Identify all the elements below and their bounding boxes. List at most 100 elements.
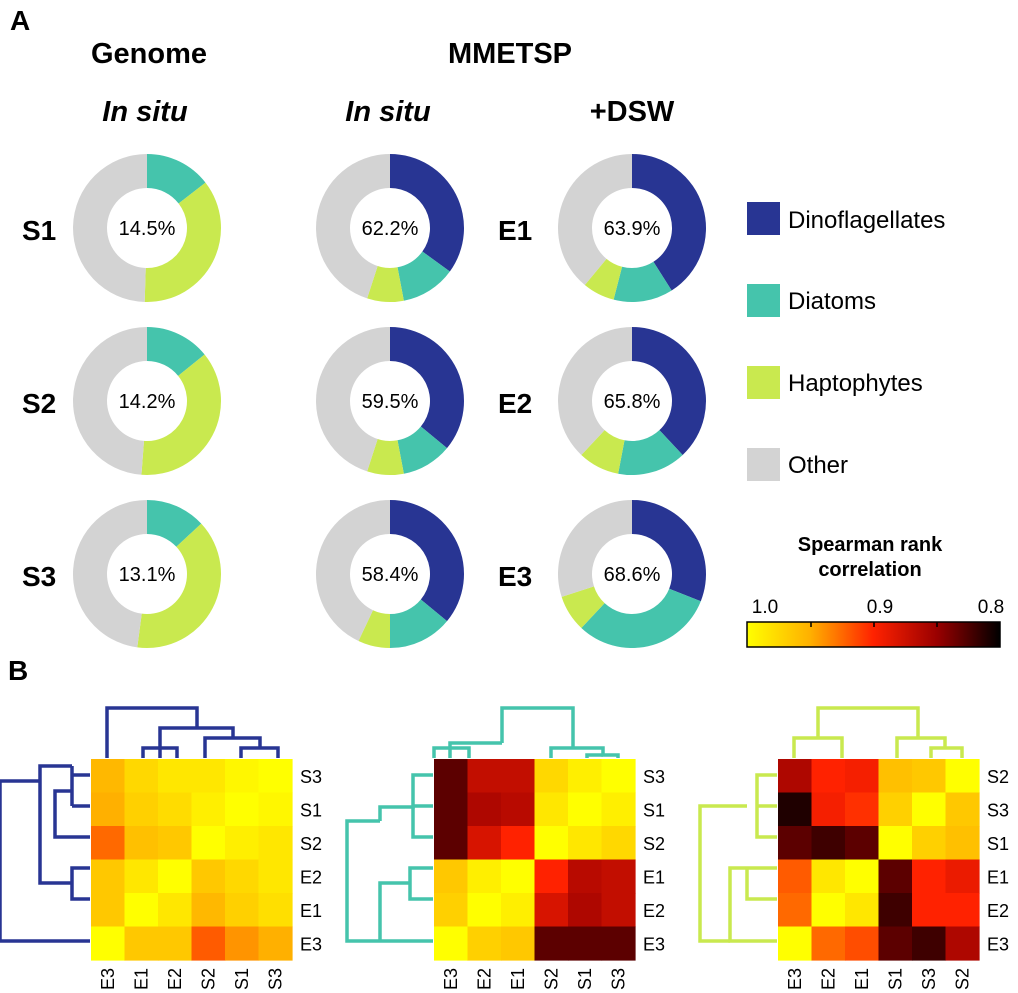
heatmap-cell <box>534 893 569 928</box>
donut-percent-label: 14.5% <box>119 218 176 240</box>
heatmap-cell <box>912 759 947 794</box>
donut-slice-diatoms <box>613 261 672 302</box>
heatmap-cell <box>878 759 913 794</box>
heatmap-cell <box>91 859 126 894</box>
heatmap-cell <box>501 926 536 961</box>
donut-percent-label: 68.6% <box>604 564 661 586</box>
panel-label-b: B <box>8 655 28 686</box>
heatmap-cell <box>91 926 126 961</box>
heatmap-cell <box>191 792 226 827</box>
heatmap-cell <box>912 926 947 961</box>
heatmap-cell <box>258 826 293 861</box>
heatmap-cell <box>912 792 947 827</box>
heatmap-cell <box>191 759 226 794</box>
donut-slice-haptophytes <box>137 523 221 648</box>
heatmap-cell <box>158 926 193 961</box>
heatmap-cell <box>945 826 980 861</box>
heatmap-col-label: S1 <box>232 968 252 990</box>
heatmap-cell <box>91 893 126 928</box>
heatmap-cell <box>601 792 636 827</box>
heatmap-cell <box>124 859 159 894</box>
donut-percent-label: 14.2% <box>119 391 176 413</box>
legend-swatch-dinoflagellates <box>747 202 780 235</box>
heatmap-cell <box>501 893 536 928</box>
heatmap-cell <box>225 926 260 961</box>
heatmap-cell <box>225 826 260 861</box>
heatmap-cell <box>534 859 569 894</box>
heatmap-col-label: S2 <box>541 968 561 990</box>
donut-slice-haptophytes <box>141 354 221 475</box>
heatmap-cell <box>225 792 260 827</box>
heatmap-cell <box>158 826 193 861</box>
row-label-e2: E2 <box>498 388 532 419</box>
heatmap-cell <box>191 926 226 961</box>
header-col1: In situ <box>102 96 188 128</box>
donut-slice-other <box>316 500 390 641</box>
donut-charts: 14.5% 14.2% 13.1% 62.2% 59.5% 58.4% 63.9% 65.8%… <box>72 154 707 648</box>
heatmap-cell <box>501 859 536 894</box>
donut-slice-dinoflagellates <box>632 154 707 291</box>
donut-percent-label: 13.1% <box>119 564 176 586</box>
heatmap-cell <box>601 926 636 961</box>
heatmap-cell <box>191 893 226 928</box>
heatmap-row-label: E2 <box>987 901 1009 921</box>
donut-slice-diatoms <box>618 430 683 476</box>
heatmap-row-label: E1 <box>300 901 322 921</box>
heatmap-cell <box>534 759 569 794</box>
heatmap-row-label: E3 <box>643 934 665 954</box>
heatmap-cell <box>434 792 469 827</box>
donut-slice-other <box>73 154 147 302</box>
heatmap-cell <box>258 893 293 928</box>
heatmap-col-label: E1 <box>852 968 872 990</box>
heatmap-cell <box>501 792 536 827</box>
heatmap-cell <box>601 893 636 928</box>
heatmap-cell <box>191 826 226 861</box>
heatmap-cell <box>945 926 980 961</box>
heatmap-row-label: S2 <box>643 834 665 854</box>
heatmap-cell <box>568 792 603 827</box>
heatmap-cell <box>534 826 569 861</box>
heatmap-col-label: E1 <box>508 968 528 990</box>
donut-slice-haptophytes <box>581 430 625 474</box>
colorbar-title-line1: Spearman rank <box>798 534 943 556</box>
heatmap-cell <box>225 759 260 794</box>
legend-swatch-other <box>747 448 780 481</box>
header-col2: In situ <box>345 96 431 128</box>
heatmap-cell <box>534 926 569 961</box>
heatmap-cell <box>878 926 913 961</box>
heatmap-cell <box>501 759 536 794</box>
heatmap-cell <box>845 826 880 861</box>
heatmap-cell <box>258 859 293 894</box>
dendrogram-2 <box>345 706 620 943</box>
heatmap-cell <box>568 859 603 894</box>
donut-slice-haptophytes <box>144 182 221 302</box>
donut-slice-haptophytes <box>367 439 404 475</box>
heatmap-cell <box>158 859 193 894</box>
donut-slice-dinoflagellates <box>632 500 706 602</box>
heatmap-cell <box>225 893 260 928</box>
row-label-e3: E3 <box>498 561 532 592</box>
heatmap-row-label: S1 <box>643 800 665 820</box>
heatmap-cell <box>778 826 813 861</box>
donut-slice-dinoflagellates <box>390 327 465 449</box>
donut-percent-label: 58.4% <box>362 564 419 586</box>
row-label-s2: S2 <box>22 388 56 419</box>
donut-slice-dinoflagellates <box>390 154 464 272</box>
heatmap-cell <box>124 926 159 961</box>
heatmap-cell <box>912 859 947 894</box>
heatmap-cell <box>91 792 126 827</box>
heatmap-row-label: S2 <box>987 767 1009 787</box>
heatmap-cell <box>124 792 159 827</box>
donut-slice-diatoms <box>390 599 448 648</box>
donut-slice-other <box>316 154 390 299</box>
heatmap-cell <box>878 893 913 928</box>
heatmap-row-label: E1 <box>643 867 665 887</box>
heatmap-cell <box>467 792 502 827</box>
heatmap-cell <box>778 792 813 827</box>
heatmap-cell <box>467 859 502 894</box>
heatmap-col-label: E3 <box>785 968 805 990</box>
heatmap-cell <box>124 893 159 928</box>
donut-slice-other <box>558 154 632 286</box>
heatmap-cell <box>912 893 947 928</box>
